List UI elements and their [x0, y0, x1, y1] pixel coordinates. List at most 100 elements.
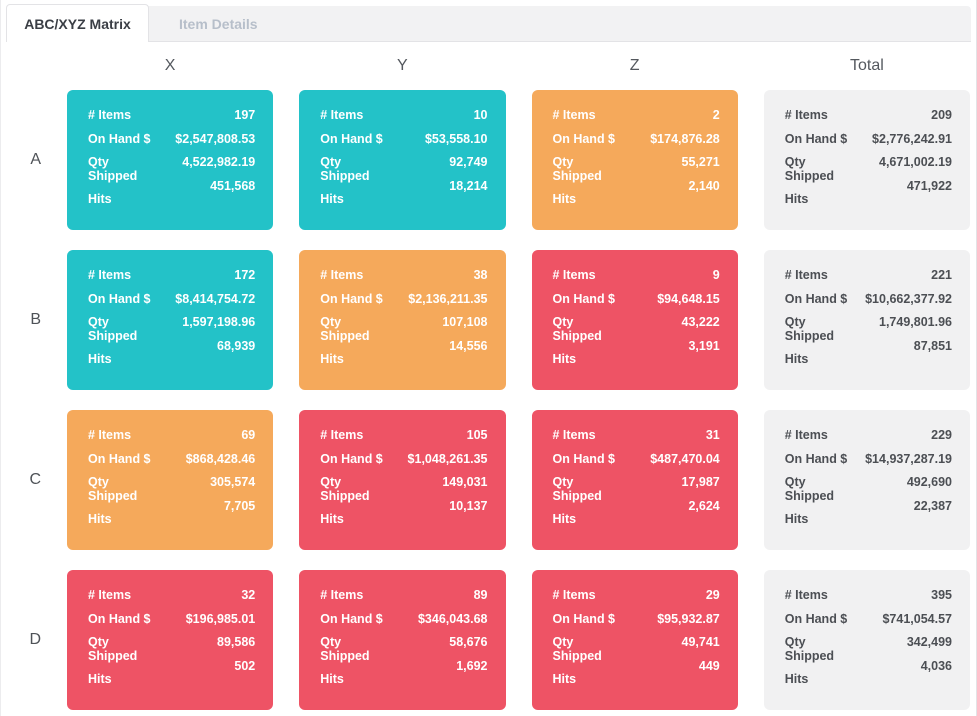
hits-value: 10,137 [449, 498, 488, 513]
matrix-cell-a-x[interactable]: # Items On Hand $ Qty Shipped Hits 197 $… [67, 90, 274, 230]
items-value: 9 [712, 268, 720, 282]
metric-label-on-hand: On Hand $ [552, 131, 616, 146]
metric-label-on-hand: On Hand $ [784, 451, 848, 466]
metric-label-items: # Items [784, 588, 828, 602]
qty-shipped-value: 492,690 [906, 475, 952, 489]
metric-label-on-hand: On Hand $ [552, 611, 616, 626]
row-label-d: D [29, 631, 41, 648]
metric-label-on-hand: On Hand $ [784, 291, 848, 306]
qty-shipped-value: 58,676 [449, 635, 488, 649]
metric-label-hits: Hits [320, 512, 344, 526]
hits-value: 449 [698, 658, 720, 673]
qty-shipped-value: 43,222 [681, 315, 720, 329]
metric-label-items: # Items [552, 588, 596, 602]
column-header-x: X [164, 57, 176, 74]
matrix-cell-c-y[interactable]: # Items On Hand $ Qty Shipped Hits 105 $… [299, 410, 506, 550]
metric-label-on-hand: On Hand $ [784, 611, 848, 626]
on-hand-value: $196,985.01 [185, 611, 256, 626]
metric-label-hits: Hits [784, 672, 809, 686]
hits-value: 2,624 [688, 498, 720, 513]
metric-label-qty-shipped: Qty Shipped [320, 475, 370, 503]
items-value: 172 [234, 268, 256, 282]
qty-shipped-value: 342,499 [906, 635, 952, 649]
matrix-cell-c-total: # Items On Hand $ Qty Shipped Hits 229 $… [763, 410, 970, 550]
on-hand-value: $868,428.46 [185, 451, 256, 466]
hits-value: 18,214 [449, 178, 488, 193]
qty-shipped-value: 17,987 [681, 475, 720, 489]
metric-label-items: # Items [784, 428, 828, 442]
matrix-cell-d-x[interactable]: # Items On Hand $ Qty Shipped Hits 32 $1… [67, 570, 274, 710]
matrix-row-d: D # Items On Hand $ Qty Shipped Hits 32 … [1, 570, 976, 710]
qty-shipped-value: 107,108 [442, 315, 488, 329]
hits-value: 4,036 [920, 658, 952, 673]
metric-label-qty-shipped: Qty Shipped [784, 155, 835, 183]
on-hand-value: $95,932.87 [657, 611, 720, 626]
hits-value: 471,922 [906, 178, 952, 193]
matrix-cell-a-total: # Items On Hand $ Qty Shipped Hits 209 $… [763, 90, 970, 230]
metric-label-qty-shipped: Qty Shipped [88, 475, 138, 503]
on-hand-value: $1,048,261.35 [407, 451, 488, 466]
items-value: 89 [473, 588, 488, 602]
metric-label-qty-shipped: Qty Shipped [88, 155, 138, 183]
metric-label-hits: Hits [320, 192, 344, 206]
matrix-cell-c-z[interactable]: # Items On Hand $ Qty Shipped Hits 31 $4… [531, 410, 738, 550]
matrix-cell-c-x[interactable]: # Items On Hand $ Qty Shipped Hits 69 $8… [67, 410, 274, 550]
qty-shipped-value: 149,031 [442, 475, 488, 489]
metric-label-items: # Items [552, 428, 596, 442]
qty-shipped-value: 1,597,198.96 [182, 315, 256, 329]
matrix-cell-b-y[interactable]: # Items On Hand $ Qty Shipped Hits 38 $2… [299, 250, 506, 390]
metric-label-hits: Hits [552, 192, 577, 206]
matrix-cell-b-total: # Items On Hand $ Qty Shipped Hits 221 $… [763, 250, 970, 390]
column-header-y: Y [397, 57, 408, 74]
on-hand-value: $487,470.04 [650, 451, 720, 466]
matrix-cell-d-y[interactable]: # Items On Hand $ Qty Shipped Hits 89 $3… [299, 570, 506, 710]
metric-label-qty-shipped: Qty Shipped [552, 155, 602, 183]
metric-label-items: # Items [88, 428, 132, 442]
matrix-cell-d-z[interactable]: # Items On Hand $ Qty Shipped Hits 29 $9… [531, 570, 738, 710]
matrix-cell-d-total: # Items On Hand $ Qty Shipped Hits 395 $… [763, 570, 970, 710]
metric-label-qty-shipped: Qty Shipped [784, 635, 835, 663]
metric-label-qty-shipped: Qty Shipped [320, 315, 370, 343]
on-hand-value: $2,547,808.53 [175, 131, 256, 146]
metric-label-on-hand: On Hand $ [320, 291, 383, 306]
metric-label-qty-shipped: Qty Shipped [88, 635, 138, 663]
metric-label-items: # Items [320, 268, 364, 282]
metric-label-on-hand: On Hand $ [88, 611, 151, 626]
metric-label-items: # Items [552, 108, 596, 122]
hits-value: 68,939 [217, 338, 256, 353]
items-value: 32 [241, 588, 256, 602]
metric-label-items: # Items [320, 588, 364, 602]
qty-shipped-value: 89,586 [217, 635, 256, 649]
items-value: 105 [466, 428, 488, 442]
qty-shipped-value: 305,574 [210, 475, 256, 489]
on-hand-value: $741,054.57 [882, 611, 952, 626]
matrix-cell-a-z[interactable]: # Items On Hand $ Qty Shipped Hits 2 $17… [531, 90, 738, 230]
items-value: 209 [931, 108, 952, 122]
matrix-row-a: A # Items On Hand $ Qty Shipped Hits 197… [1, 90, 976, 230]
metric-label-hits: Hits [88, 512, 112, 526]
qty-shipped-value: 1,749,801.96 [879, 315, 952, 329]
matrix-cell-b-x[interactable]: # Items On Hand $ Qty Shipped Hits 172 $… [67, 250, 274, 390]
matrix-cell-b-z[interactable]: # Items On Hand $ Qty Shipped Hits 9 $94… [531, 250, 738, 390]
metric-label-qty-shipped: Qty Shipped [552, 475, 602, 503]
hits-value: 2,140 [688, 178, 720, 193]
on-hand-value: $14,937,287.19 [865, 451, 952, 466]
metric-label-qty-shipped: Qty Shipped [320, 155, 370, 183]
metric-label-hits: Hits [88, 672, 112, 686]
items-value: 395 [931, 588, 952, 602]
metric-label-items: # Items [320, 108, 364, 122]
items-value: 2 [712, 108, 720, 122]
tab-abc-xyz-matrix[interactable]: ABC/XYZ Matrix [6, 4, 149, 42]
metric-label-hits: Hits [552, 512, 577, 526]
metric-label-qty-shipped: Qty Shipped [552, 315, 602, 343]
matrix-cell-a-y[interactable]: # Items On Hand $ Qty Shipped Hits 10 $5… [299, 90, 506, 230]
metric-label-qty-shipped: Qty Shipped [784, 315, 835, 343]
items-value: 29 [705, 588, 720, 602]
metric-label-on-hand: On Hand $ [552, 291, 616, 306]
tab-item-details[interactable]: Item Details [179, 16, 258, 32]
qty-shipped-value: 4,671,002.19 [879, 155, 952, 169]
metric-label-hits: Hits [320, 352, 344, 366]
metric-label-hits: Hits [784, 352, 809, 366]
on-hand-value: $346,043.68 [417, 611, 488, 626]
on-hand-value: $8,414,754.72 [175, 291, 256, 306]
